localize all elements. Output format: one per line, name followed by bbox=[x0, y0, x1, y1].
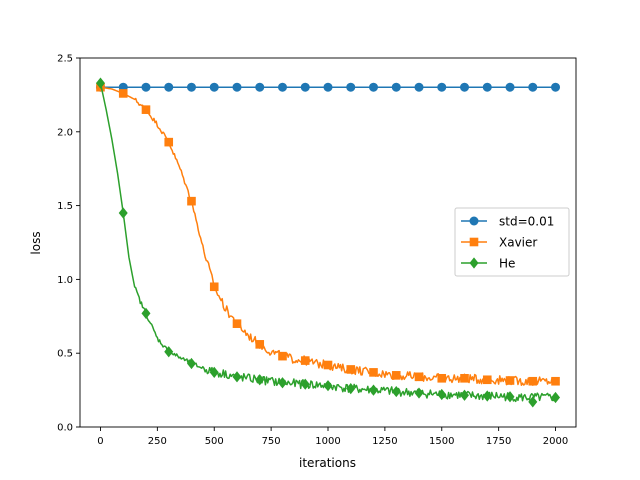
y-tick-label: 2.5 bbox=[57, 54, 73, 65]
y-tick-label: 1.0 bbox=[57, 275, 73, 286]
data-point bbox=[209, 366, 219, 378]
data-point bbox=[528, 376, 538, 386]
data-point bbox=[551, 391, 561, 404]
data-point bbox=[232, 82, 242, 92]
legend-item: std=0.01 bbox=[461, 214, 554, 228]
data-point bbox=[505, 391, 515, 403]
data-point bbox=[369, 368, 378, 377]
data-point bbox=[323, 360, 333, 370]
data-point bbox=[460, 389, 470, 401]
data-point bbox=[369, 82, 379, 92]
legend-marker bbox=[469, 257, 479, 269]
legend-label: He bbox=[499, 256, 515, 270]
data-point bbox=[460, 82, 470, 92]
x-axis-label: iterations bbox=[299, 456, 356, 470]
x-tick-label: 1250 bbox=[372, 436, 397, 447]
data-point bbox=[482, 82, 492, 92]
y-tick-label: 2.0 bbox=[57, 127, 73, 138]
data-point bbox=[391, 371, 401, 380]
data-point bbox=[369, 384, 379, 396]
data-point bbox=[505, 82, 515, 92]
series-layer bbox=[95, 77, 561, 408]
x-tick-label: 2000 bbox=[543, 436, 568, 447]
data-point bbox=[209, 82, 219, 92]
data-point bbox=[255, 340, 265, 349]
data-point bbox=[164, 82, 174, 92]
data-point bbox=[118, 89, 128, 98]
legend-label: Xavier bbox=[499, 235, 537, 249]
data-point bbox=[505, 376, 515, 385]
data-point bbox=[528, 396, 538, 408]
data-point bbox=[300, 378, 310, 390]
data-point bbox=[414, 387, 424, 399]
data-point bbox=[164, 137, 174, 147]
data-point bbox=[437, 388, 447, 401]
data-point bbox=[391, 385, 401, 398]
data-point bbox=[300, 356, 310, 365]
legend-frame bbox=[454, 207, 570, 277]
data-point bbox=[187, 196, 196, 206]
data-point bbox=[277, 377, 287, 389]
data-point bbox=[164, 346, 174, 358]
legend-marker bbox=[469, 237, 479, 247]
legend-item: Xavier bbox=[461, 235, 537, 249]
x-tick-label: 250 bbox=[148, 436, 167, 447]
data-point bbox=[551, 82, 561, 92]
data-point bbox=[255, 374, 265, 386]
x-tick-label: 1000 bbox=[315, 436, 340, 447]
data-point bbox=[346, 383, 356, 395]
data-point bbox=[391, 82, 401, 92]
data-point bbox=[278, 351, 287, 361]
data-point bbox=[186, 82, 196, 92]
data-point bbox=[232, 371, 242, 383]
data-point bbox=[414, 82, 424, 92]
series-he bbox=[95, 77, 561, 408]
legend-label: std=0.01 bbox=[499, 214, 554, 228]
data-point bbox=[482, 390, 492, 402]
x-tick-label: 500 bbox=[205, 436, 224, 447]
data-point bbox=[186, 357, 196, 370]
data-point bbox=[414, 372, 424, 382]
data-point bbox=[346, 365, 356, 374]
legend-item: He bbox=[461, 256, 515, 270]
series-std-0-01 bbox=[95, 82, 561, 92]
data-point bbox=[551, 376, 560, 386]
data-point bbox=[141, 307, 151, 319]
axes-layer: 0 250 500 750 1000 1250 1500 1750 2000 0.0 0.5 1.0 1… bbox=[57, 54, 577, 447]
x-tick-label: 0 bbox=[97, 436, 103, 447]
data-point bbox=[437, 82, 447, 92]
series-xavier bbox=[96, 82, 560, 386]
x-tick-label: 750 bbox=[262, 436, 281, 447]
data-point bbox=[482, 375, 492, 385]
data-point bbox=[141, 82, 151, 92]
data-point bbox=[255, 82, 265, 92]
data-point bbox=[232, 319, 242, 328]
y-tick-label: 0.5 bbox=[57, 349, 73, 360]
data-point bbox=[323, 82, 333, 92]
legend-marker bbox=[469, 216, 479, 226]
y-tick-label: 0.0 bbox=[57, 423, 73, 434]
legend: std=0.01 Xavier He bbox=[454, 207, 570, 277]
y-axis-label: loss bbox=[29, 231, 43, 254]
data-point bbox=[95, 77, 105, 89]
data-point bbox=[323, 380, 333, 392]
data-point bbox=[118, 207, 128, 219]
data-point bbox=[346, 82, 356, 92]
data-point bbox=[209, 282, 219, 292]
data-point bbox=[277, 82, 287, 92]
data-point bbox=[528, 82, 538, 92]
x-tick-label: 1750 bbox=[486, 436, 511, 447]
y-tick-label: 1.5 bbox=[57, 201, 73, 212]
data-point bbox=[437, 373, 447, 383]
data-point bbox=[300, 82, 310, 92]
x-tick-label: 1500 bbox=[429, 436, 454, 447]
data-point bbox=[141, 105, 151, 114]
data-point bbox=[460, 373, 469, 383]
